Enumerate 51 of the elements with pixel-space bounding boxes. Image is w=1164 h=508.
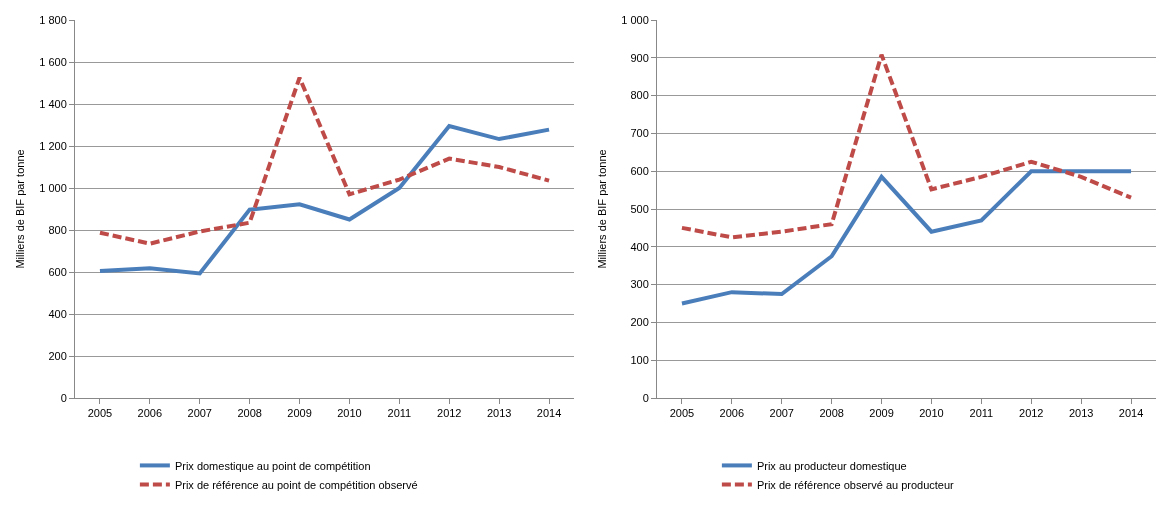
y-tick-label: 1 000: [39, 181, 67, 194]
y-tick-label: 400: [630, 240, 649, 253]
x-tick-label: 2012: [437, 407, 462, 420]
x-tick-label: 2013: [1068, 407, 1094, 420]
y-tick-label: 1 600: [39, 55, 67, 68]
x-tick-label: 2011: [387, 407, 412, 420]
legend-label: Prix domestique au point de compétition: [174, 459, 371, 472]
y-tick-label: 800: [630, 89, 649, 102]
y-tick-label: 200: [630, 316, 649, 329]
x-tick-label: 2009: [287, 407, 312, 420]
y-tick-label: 600: [48, 265, 67, 278]
x-tick-label: 2005: [669, 407, 695, 420]
y-tick-label: 700: [630, 127, 649, 140]
x-tick-label: 2010: [919, 407, 944, 420]
x-tick-label: 2006: [137, 407, 163, 420]
x-tick-label: 2011: [969, 407, 994, 420]
x-tick-label: 2013: [486, 407, 512, 420]
y-tick-label: 800: [48, 223, 67, 236]
legend-label: Prix au producteur domestique: [756, 459, 907, 472]
x-tick-label: 2007: [769, 407, 794, 420]
y-tick-label: 500: [630, 202, 649, 215]
y-tick-label: 100: [630, 354, 649, 367]
x-tick-label: 2014: [1118, 407, 1144, 420]
y-tick-label: 1 400: [39, 97, 67, 110]
x-tick-label: 2005: [87, 407, 113, 420]
line-series: [97, 75, 552, 246]
line-series: [679, 52, 1134, 240]
y-tick-label: 400: [48, 307, 67, 320]
x-tick-label: 2007: [187, 407, 212, 420]
x-tick-label: 2014: [536, 407, 562, 420]
y-axis-title: Milliers de BIF par tonne: [13, 149, 26, 269]
y-tick-label: 600: [630, 165, 649, 178]
x-tick-label: 2008: [237, 407, 262, 420]
y-axis-title: Milliers de BIF par tonne: [595, 149, 608, 269]
line-series: [97, 124, 552, 276]
x-tick-label: 2006: [719, 407, 745, 420]
y-tick-label: 0: [642, 391, 649, 404]
y-tick-label: 300: [630, 278, 649, 291]
line-series: [679, 169, 1134, 306]
legend-label: Prix de référence au point de compétition observé: [174, 478, 418, 491]
y-tick-label: 1 000: [621, 13, 649, 26]
legend-label: Prix de référence observé au producteur: [756, 478, 955, 491]
y-tick-label: 200: [48, 349, 67, 362]
y-tick-label: 1 200: [39, 139, 67, 152]
x-tick-label: 2010: [337, 407, 362, 420]
y-tick-label: 0: [60, 391, 67, 404]
y-tick-label: 1 800: [39, 13, 67, 26]
y-tick-label: 900: [630, 51, 649, 64]
x-tick-label: 2012: [1019, 407, 1044, 420]
x-tick-label: 2009: [869, 407, 894, 420]
x-tick-label: 2008: [819, 407, 844, 420]
